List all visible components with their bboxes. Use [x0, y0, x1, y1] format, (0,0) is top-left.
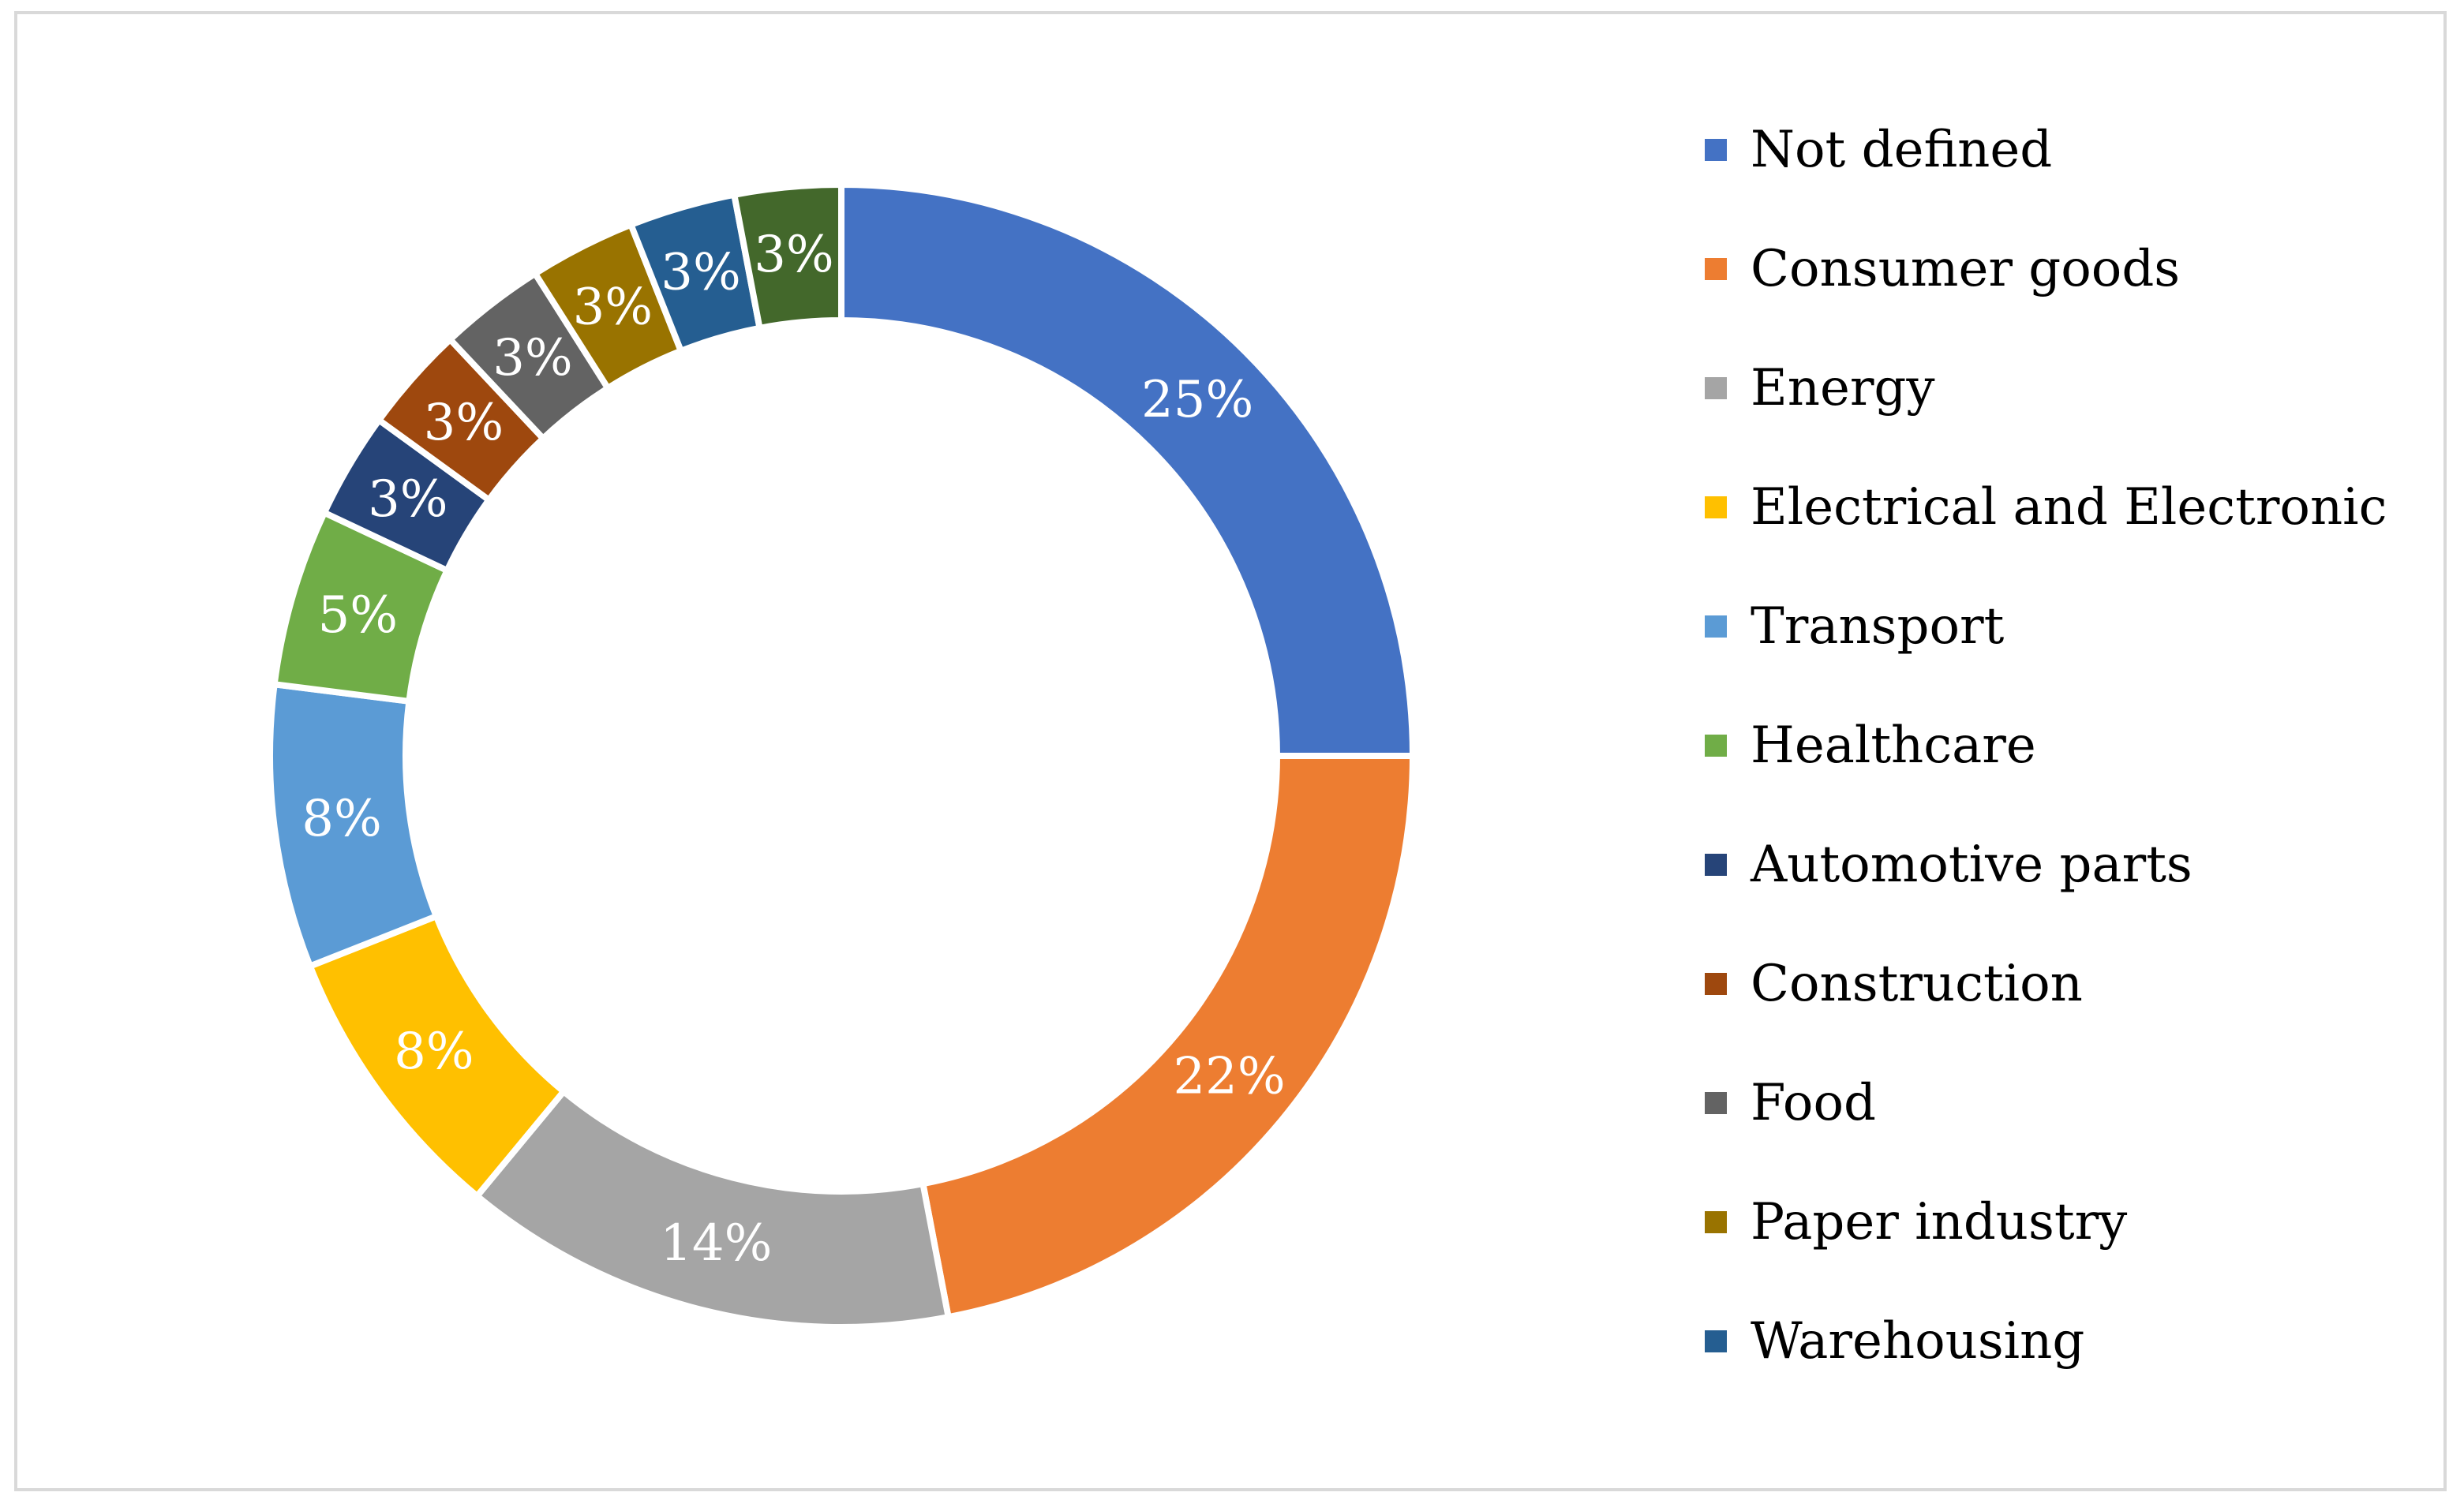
legend-swatch	[1705, 139, 1727, 161]
legend-label: Food	[1751, 1074, 1876, 1132]
data-label-energy: 14%	[660, 1214, 772, 1273]
legend-label: Consumer goods	[1751, 240, 2181, 298]
data-label-food: 3%	[492, 329, 573, 387]
legend-label: Energy	[1751, 359, 1935, 417]
legend-label: Paper industry	[1751, 1193, 2128, 1251]
legend-item-construction: Construction	[1705, 952, 2083, 1015]
legend-swatch	[1705, 1092, 1727, 1114]
legend-label: Warehousing	[1751, 1312, 2085, 1371]
legend-swatch	[1705, 496, 1727, 518]
legend-swatch	[1705, 377, 1727, 399]
slice-consumer-goods	[919, 753, 1417, 1321]
slices-group	[267, 181, 1417, 1330]
data-label-transport: 8%	[301, 790, 382, 848]
legend-swatch	[1705, 258, 1727, 280]
slice-energy	[472, 1086, 953, 1330]
legend-item-not-defined: Not defined	[1705, 118, 2052, 181]
legend-item-paper-industry: Paper industry	[1705, 1191, 2127, 1254]
legend-swatch	[1705, 735, 1727, 757]
data-label-warehousing: 3%	[661, 243, 741, 301]
legend-label: Transport	[1751, 597, 2005, 656]
legend-item-healthcare: Healthcare	[1705, 714, 2036, 777]
legend-swatch	[1705, 615, 1727, 638]
slice-not-defined	[838, 181, 1417, 759]
legend-label: Automotive parts	[1751, 836, 2193, 894]
data-label-electrical-and-electronic: 8%	[394, 1023, 474, 1081]
data-label-paper-industry: 3%	[573, 279, 653, 337]
legend-item-energy: Energy	[1705, 357, 1935, 420]
legend-label: Not defined	[1751, 121, 2053, 179]
legend-swatch	[1705, 1330, 1727, 1352]
legend-item-consumer-goods: Consumer goods	[1705, 237, 2180, 301]
legend-swatch	[1705, 973, 1727, 995]
legend-label: Healthcare	[1751, 716, 2036, 775]
data-label-not-defined: 25%	[1141, 371, 1253, 429]
legend-item-warehousing: Warehousing	[1705, 1310, 2084, 1373]
chart-frame	[14, 11, 2447, 1491]
legend-item-food: Food	[1705, 1072, 1876, 1135]
legend-label: Construction	[1751, 955, 2083, 1013]
labels-group: 25%22%14%8%8%5%3%3%3%3%3% 3%	[301, 226, 1285, 1273]
slice-other	[730, 181, 844, 332]
data-label-other: 3%	[754, 226, 834, 284]
data-label-healthcare: 5%	[318, 586, 399, 645]
legend-item-electrical-and-electronic: Electrical and Electronic	[1705, 476, 2387, 539]
data-label-construction: 3%	[424, 394, 504, 452]
data-label-automotive-parts: 3%	[368, 470, 448, 529]
legend-swatch	[1705, 1211, 1727, 1233]
legend-label: Electrical and Electronic	[1751, 478, 2387, 537]
legend-item-automotive-parts: Automotive parts	[1705, 833, 2193, 896]
legend-swatch	[1705, 854, 1727, 876]
data-label-consumer-goods: 22%	[1173, 1048, 1285, 1106]
legend-item-transport: Transport	[1705, 595, 2004, 658]
